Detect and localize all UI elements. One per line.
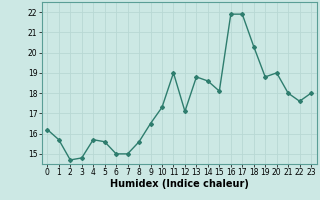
X-axis label: Humidex (Indice chaleur): Humidex (Indice chaleur) bbox=[110, 179, 249, 189]
